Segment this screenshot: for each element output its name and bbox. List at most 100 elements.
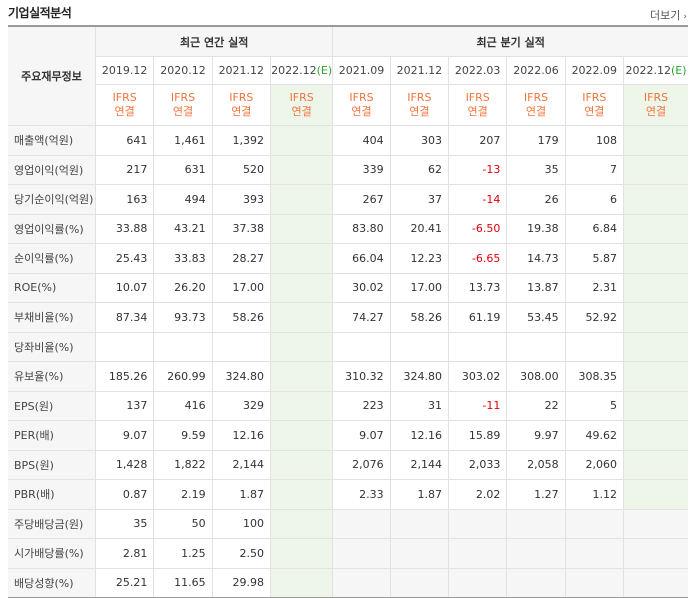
quarter-value-cell	[622, 420, 688, 451]
quarter-value-cell	[389, 508, 450, 539]
row-label: 유보율(%)	[8, 361, 96, 392]
basis-text: IFRS	[465, 91, 490, 104]
table-row: PBR(배) 0.87 2.19 1.87 2.33 1.87 2.02 1.27 1.12	[8, 479, 688, 510]
annual-value-cell: 2,144	[211, 449, 271, 480]
annual-value-cell	[269, 184, 334, 215]
table-row: 순이익률(%) 25.43 33.83 28.27 66.04 12.23 -6.65 14.…	[8, 243, 688, 274]
table-row: 유보율(%) 185.26 260.99 324.80 310.32 324.80 303.…	[8, 361, 688, 392]
basis-cell: IFRS 연결	[622, 84, 688, 126]
annual-value-cell: 93.73	[153, 302, 213, 333]
basis-text: 연결	[467, 105, 488, 118]
quarter-value-cell: 15.89	[447, 420, 508, 451]
quarter-value-cell: 52.92	[564, 302, 624, 333]
quarter-value-cell: 6.84	[564, 213, 624, 244]
annual-value-cell: 0.87	[94, 479, 155, 510]
row-label: 주당배당금(원)	[8, 508, 96, 539]
basis-text: 연결	[231, 105, 252, 118]
quarter-value-cell	[622, 538, 688, 569]
quarter-value-cell	[564, 331, 624, 362]
annual-value-cell: 137	[94, 390, 155, 421]
basis-text: 연결	[409, 105, 430, 118]
annual-value-cell: 28.27	[211, 243, 271, 274]
annual-value-cell	[269, 125, 334, 156]
annual-value-cell: 11.65	[153, 567, 213, 598]
annual-value-cell: 29.98	[211, 567, 271, 598]
quarter-value-cell: 49.62	[564, 420, 624, 451]
annual-value-cell: 9.59	[153, 420, 213, 451]
quarter-value-cell	[447, 567, 508, 598]
table-row: BPS(원) 1,428 1,822 2,144 2,076 2,144 2,033 2,05…	[8, 449, 688, 480]
row-header-cell: 주요재무정보	[8, 25, 96, 126]
basis-cell: IFRS 연결	[506, 84, 566, 126]
period-header: 2022.06	[506, 56, 566, 85]
quarter-value-cell	[622, 272, 688, 303]
quarter-value-cell	[447, 508, 508, 539]
annual-value-cell: 260.99	[153, 361, 213, 392]
annual-value-cell	[269, 508, 334, 539]
annual-value-cell: 393	[211, 184, 271, 215]
period-header: 2022.12(E)	[269, 56, 334, 85]
quarter-value-cell: 13.87	[506, 272, 566, 303]
quarter-value-cell: 66.04	[332, 243, 391, 274]
annual-value-cell: 185.26	[94, 361, 155, 392]
quarter-value-cell: 2,058	[506, 449, 566, 480]
annual-group-header: 최근 연간 실적	[94, 25, 334, 57]
quarter-value-cell: 2,060	[564, 449, 624, 480]
annual-value-cell: 1,392	[211, 125, 271, 156]
annual-value-cell	[269, 538, 334, 569]
quarter-value-cell: 62	[389, 154, 450, 185]
basis-text: 연결	[114, 105, 135, 118]
row-label: 당좌비율(%)	[8, 331, 96, 362]
quarter-value-cell	[564, 508, 624, 539]
annual-value-cell	[94, 331, 155, 362]
quarter-value-cell: 31	[389, 390, 450, 421]
annual-value-cell	[269, 272, 334, 303]
basis-text: 연결	[525, 105, 547, 118]
quarter-value-cell	[622, 213, 688, 244]
annual-value-cell: 33.83	[153, 243, 213, 274]
quarter-value-cell	[622, 449, 688, 480]
quarter-value-cell	[564, 538, 624, 569]
basis-text: 연결	[351, 105, 372, 118]
annual-value-cell: 12.16	[211, 420, 271, 451]
quarter-value-cell	[622, 331, 688, 362]
annual-value-cell: 17.00	[211, 272, 271, 303]
quarter-value-cell	[389, 331, 450, 362]
quarter-value-cell: 61.19	[447, 302, 508, 333]
basis-text: IFRS	[229, 91, 254, 104]
row-label: 영업이익률(%)	[8, 213, 96, 244]
quarter-value-cell: 2,144	[389, 449, 450, 480]
basis-cell: IFRS 연결	[332, 84, 391, 126]
annual-value-cell: 494	[153, 184, 213, 215]
quarter-value-cell	[332, 538, 391, 569]
row-label: 매출액(억원)	[8, 125, 96, 156]
annual-value-cell: 217	[94, 154, 155, 185]
quarter-value-cell: 30.02	[332, 272, 391, 303]
period-header: 2020.12	[153, 56, 213, 85]
quarter-value-cell	[447, 331, 508, 362]
quarter-value-cell	[389, 567, 450, 598]
row-label: BPS(원)	[8, 449, 96, 480]
annual-value-cell: 163	[94, 184, 155, 215]
annual-value-cell: 631	[153, 154, 213, 185]
quarter-value-cell: 179	[506, 125, 566, 156]
annual-value-cell	[269, 154, 334, 185]
annual-value-cell: 26.20	[153, 272, 213, 303]
quarter-value-cell: -13	[447, 154, 508, 185]
annual-value-cell: 2.81	[94, 538, 155, 569]
basis-cell: IFRS 연결	[447, 84, 508, 126]
quarter-value-cell	[332, 567, 391, 598]
basis-text: IFRS	[523, 91, 549, 104]
quarter-value-cell: 14.73	[506, 243, 566, 274]
quarter-value-cell: 2.31	[564, 272, 624, 303]
table-row: PER(배) 9.07 9.59 12.16 9.07 12.16 15.89 9.97 49.…	[8, 420, 688, 451]
quarter-value-cell: -11	[447, 390, 508, 421]
quarter-value-cell: 83.80	[332, 213, 391, 244]
basis-row: IFRS 연결 IFRS 연결 IFRS 연결 IFRS 연결 IFRS 연결 IFRS 연결 IFRS…	[8, 84, 688, 126]
more-link[interactable]: 더보기 ›	[650, 7, 687, 23]
quarter-value-cell: 2,033	[447, 449, 508, 480]
section-title: 기업실적분석	[8, 6, 72, 20]
quarter-value-cell	[506, 538, 566, 569]
quarter-value-cell	[622, 184, 688, 215]
period-header: 2019.12	[95, 56, 155, 85]
